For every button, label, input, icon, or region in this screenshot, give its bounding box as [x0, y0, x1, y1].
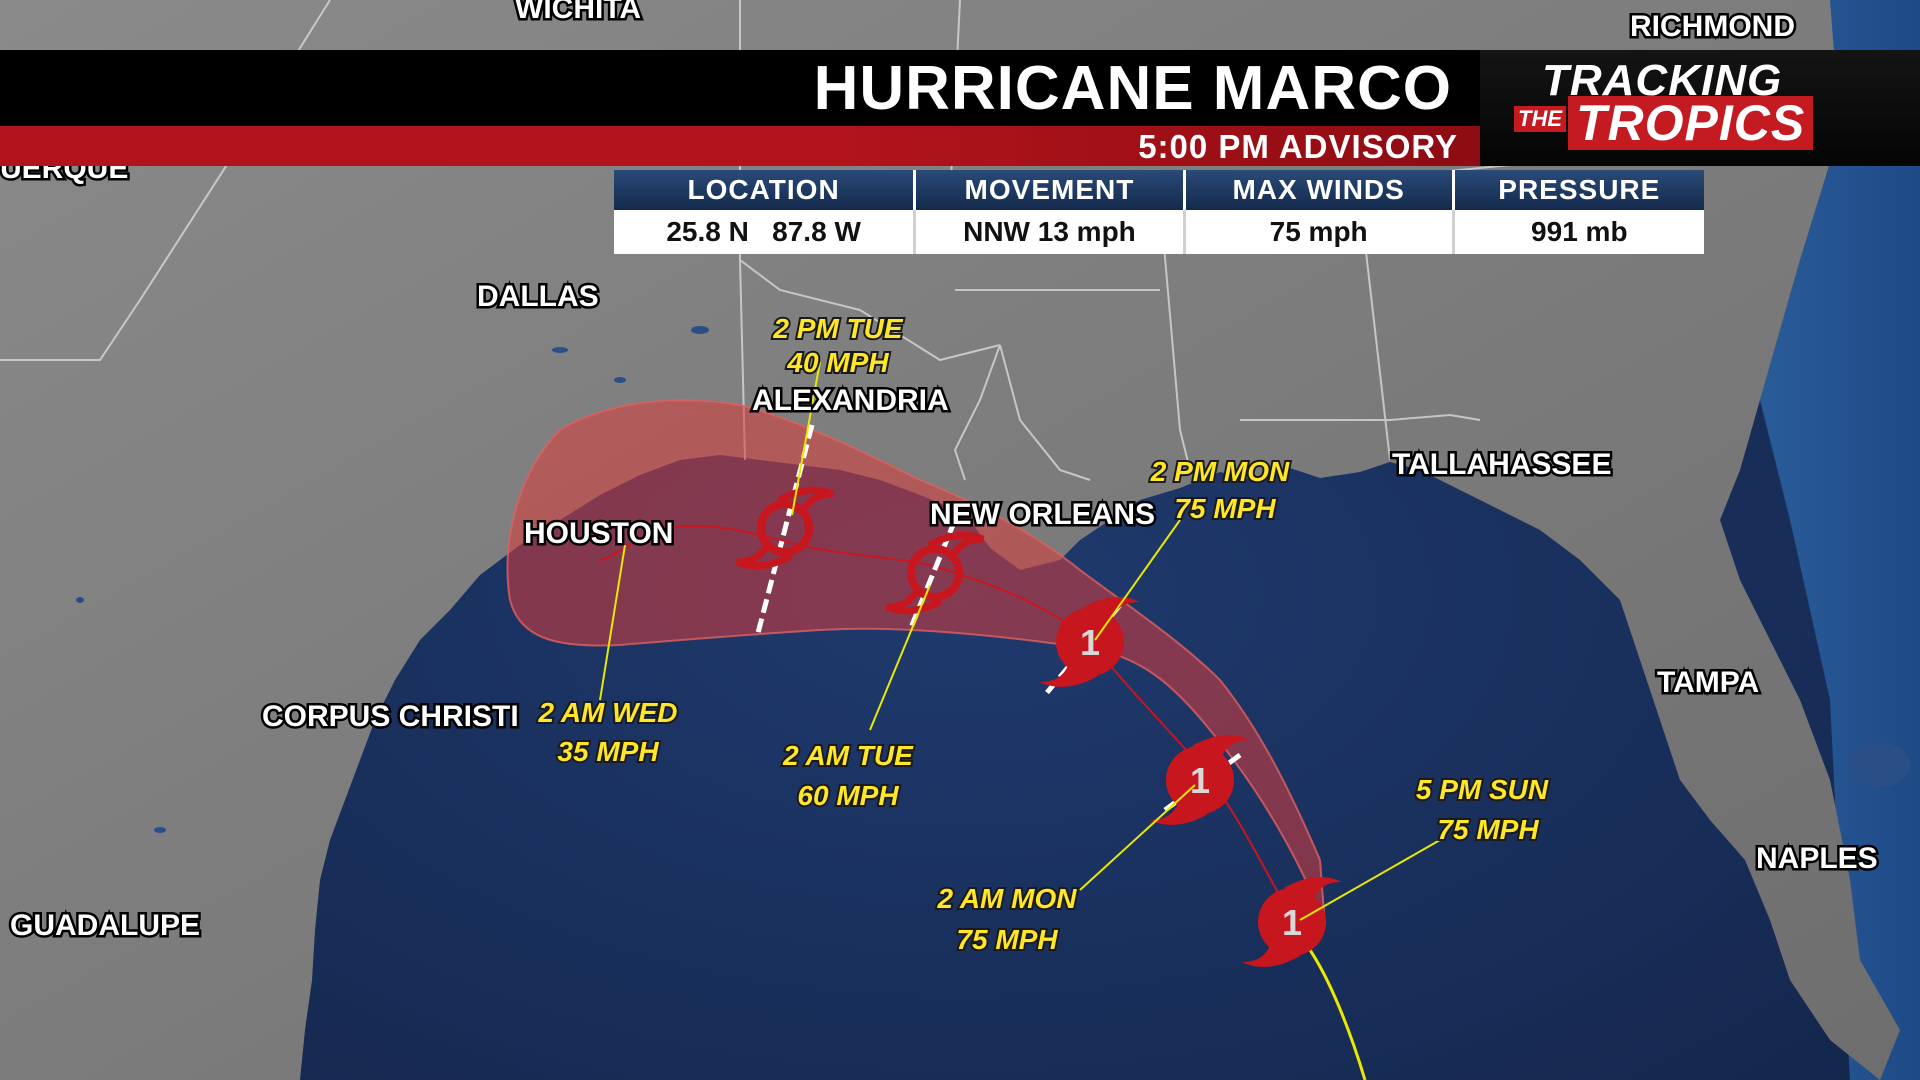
max-winds-header: MAX WINDS [1184, 170, 1455, 210]
logo-line2: TROPICS [1568, 96, 1814, 150]
advisory-bar: 5:00 PM ADVISORY [0, 126, 1480, 166]
hurricane-symbol-2pm-mon: 1 [1040, 597, 1140, 687]
label-leaders [599, 361, 1441, 921]
city-label-tampa: TAMPA [1657, 666, 1759, 699]
forecast-time: 2 AM WED [538, 697, 678, 728]
city-label-new-orleans: NEW ORLEANS [930, 498, 1155, 531]
forecast-label-5pm-sun: 5 PM SUN 75 MPH [1414, 772, 1551, 847]
city-label-alexandria: ALEXANDRIA [752, 384, 949, 417]
city-label-houston: HOUSTON [524, 517, 673, 550]
forecast-time: 2 PM MON [1150, 456, 1290, 487]
hurricane-symbol-5pm-sun: 1 [1242, 877, 1342, 967]
max-winds-value: 75 mph [1184, 210, 1455, 254]
track-extension [1308, 949, 1367, 1080]
tropical-storm-symbol-2pm-tue [735, 486, 835, 570]
title-bar: HURRICANE MARCO [0, 50, 1480, 126]
category-label: 1 [1282, 902, 1302, 943]
storm-title: HURRICANE MARCO [813, 54, 1452, 123]
movement-header: MOVEMENT [914, 170, 1186, 210]
info-value-row: 25.8 N 87.8 W NNW 13 mph 75 mph 991 mb [614, 210, 1704, 254]
forecast-time: 2 AM MON [937, 883, 1078, 914]
city-label-naples: NAPLES [1756, 842, 1878, 875]
info-header-row: LOCATION MOVEMENT MAX WINDS PRESSURE [614, 170, 1704, 210]
city-label-wichita: WICHITA [515, 0, 641, 25]
header-banner: HURRICANE MARCO 5:00 PM ADVISORY TRACKIN… [0, 50, 1920, 166]
city-label-richmond: RICHMOND [1630, 10, 1795, 43]
category-label: 1 [1080, 622, 1100, 663]
forecast-wind: 35 MPH [557, 736, 659, 767]
forecast-wind: 75 MPH [1437, 814, 1539, 845]
forecast-time: 2 PM TUE [772, 313, 903, 344]
lakes [76, 297, 1910, 833]
category-label: 1 [1190, 760, 1210, 801]
city-label-tallahassee: TALLAHASSEE [1392, 448, 1611, 481]
forecast-wind: 40 MPH [786, 347, 889, 378]
forecast-label-2am-tue: 2 AM TUE 60 MPH [780, 738, 916, 813]
forecast-label-2pm-mon: 2 PM MON 75 MPH [1148, 454, 1292, 526]
forecast-time: 5 PM SUN [1416, 774, 1549, 805]
city-label-dallas: DALLAS [477, 280, 599, 313]
tropical-storm-symbol-2am-tue [885, 531, 985, 615]
forecast-label-2am-wed: 2 AM WED 35 MPH [536, 695, 680, 769]
location-header: LOCATION [614, 170, 917, 210]
forecast-time: 2 AM TUE [782, 740, 914, 771]
forecast-wind: 75 MPH [956, 924, 1058, 955]
city-label-corpus-christi: CORPUS CHRISTI [262, 700, 519, 733]
forecast-label-2pm-tue: 2 PM TUE 40 MPH [770, 311, 905, 380]
forecast-label-2am-mon: 2 AM MON 75 MPH [935, 881, 1080, 957]
pressure-header: PRESSURE [1453, 170, 1704, 210]
advisory-label: 5:00 PM ADVISORY [1138, 128, 1458, 165]
tracking-the-tropics-logo: TRACKING THE TROPICS [1480, 50, 1920, 166]
logo-the: THE [1514, 106, 1566, 132]
pressure-value: 991 mb [1453, 210, 1704, 254]
movement-value: NNW 13 mph [914, 210, 1186, 254]
atlantic-water [1760, 0, 1920, 1080]
location-value: 25.8 N 87.8 W [614, 210, 917, 254]
storm-info-table: LOCATION MOVEMENT MAX WINDS PRESSURE 25.… [614, 170, 1704, 254]
forecast-wind: 75 MPH [1174, 493, 1276, 524]
city-label-guadalupe: GUADALUPE [10, 909, 200, 942]
forecast-wind: 60 MPH [797, 780, 899, 811]
